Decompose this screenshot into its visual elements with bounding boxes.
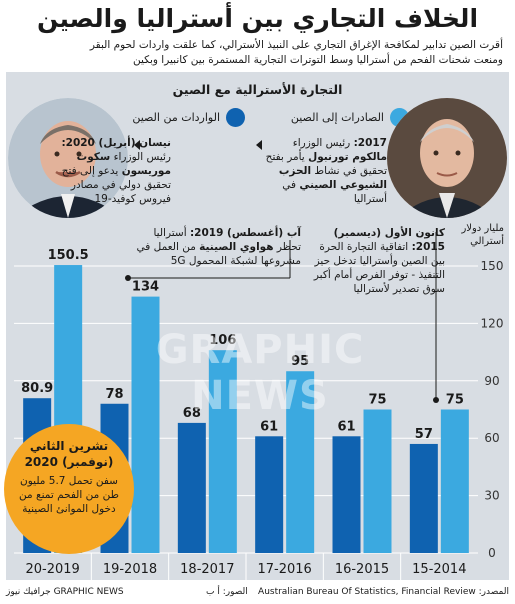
- legend-exports: الصادرات إلى الصين: [291, 106, 409, 128]
- annotation-aug-2019-company: هواوي الصينية: [199, 241, 274, 253]
- annotation-aug-2019-text2: من العمل في مشروعها لشبكة المحمول 5G: [136, 241, 301, 267]
- portrait-morrison: [8, 98, 128, 218]
- portrait-morrison-image: [8, 98, 128, 218]
- photo-credit: الصور: أ ب: [206, 587, 248, 597]
- data-label-exports: 75: [446, 393, 464, 408]
- portrait-turnbull: [387, 98, 507, 218]
- bar-imports-18-2017: [177, 422, 206, 553]
- source: المصدر: Australian Bureau Of Statistics,…: [258, 587, 509, 597]
- category-label: 20-2019: [26, 562, 80, 577]
- annotation-april-2020-text1: رئيس الوزراء: [110, 151, 171, 163]
- leader-dot-2019: [125, 275, 131, 281]
- pointer-2020: [134, 140, 140, 150]
- annotation-2017-text2: يأمر بفتح تحقيق في نشاط: [265, 151, 387, 177]
- annotation-aug-2019-text1: أستراليا تحظر: [153, 227, 301, 253]
- data-label-exports: 106: [209, 333, 236, 348]
- brand-credit: GRAPHIC NEWS جرافيك نيوز: [6, 587, 124, 597]
- legend-imports-label: الواردات من الصين: [132, 110, 220, 124]
- legend-imports-swatch: [226, 107, 245, 127]
- y-tick-label: 60: [484, 431, 499, 445]
- bar-exports-18-2017: [208, 350, 237, 553]
- y-tick-label: 150: [481, 259, 504, 273]
- data-label-exports: 134: [132, 280, 159, 295]
- category-label: 19-2018: [103, 562, 157, 577]
- bar-exports-15-2014: [440, 409, 469, 553]
- subtitle-line-2: ومنعت شحنات الفحم من أستراليا وسط التوتر…: [133, 54, 503, 66]
- annotation-nov-2020: تشرين الثاني (نوفمبر) 2020 سفن تحمل 5.7 …: [4, 424, 134, 554]
- data-label-exports: 95: [291, 354, 309, 369]
- y-tick-label: 30: [484, 489, 499, 503]
- watermark: GRAPHIC NEWS: [155, 327, 365, 419]
- annotation-april-2020-name: سكوت موريسون: [76, 151, 171, 177]
- data-label-imports: 68: [183, 406, 201, 421]
- data-label-imports: 61: [260, 419, 278, 434]
- subtitle: أقرت الصين تدابير لمكافحة الإغراق التجار…: [8, 38, 503, 68]
- subtitle-line-1: أقرت الصين تدابير لمكافحة الإغراق التجار…: [89, 39, 503, 51]
- bar-exports-19-2018: [131, 296, 160, 553]
- category-label: 15-2014: [412, 562, 466, 577]
- y-axis-label: مليار دولار أسترالي: [461, 223, 504, 247]
- y-tick-label: 90: [484, 374, 499, 388]
- data-label-imports: 80.9: [21, 381, 53, 396]
- annotation-april-2020: نيسان (أبريل) 2020: رئيس الوزراء سكوت مو…: [45, 136, 171, 206]
- annotation-aug-2019-date: آب (أغسطس) 2019:: [189, 227, 301, 239]
- source-label: المصدر:: [478, 587, 509, 597]
- annotation-aug-2019: آب (أغسطس) 2019: أستراليا تحظر هواوي الص…: [129, 226, 301, 268]
- bar-exports-16-2015: [363, 409, 392, 553]
- category-label: 17-2016: [258, 562, 312, 577]
- bar-imports-17-2016: [255, 436, 284, 553]
- portrait-turnbull-image: [387, 98, 507, 218]
- data-label-exports: 150.5: [48, 248, 89, 263]
- category-label: 18-2017: [180, 562, 234, 577]
- data-label-imports: 61: [337, 419, 355, 434]
- source-text: Australian Bureau Of Statistics, Financi…: [258, 587, 476, 597]
- annotation-april-2020-text2: يدعو إلى فتح تحقيق دولي في مصادر فيروس ك…: [61, 165, 171, 205]
- footer: المصدر: Australian Bureau Of Statistics,…: [6, 585, 509, 601]
- annotation-2017-name: مالكوم تورنبول: [308, 151, 387, 163]
- pointer-2017: [256, 140, 262, 150]
- page-title: الخلاف التجاري بين أستراليا والصين: [36, 4, 479, 33]
- annotation-2017: 2017: رئيس الوزراء مالكوم تورنبول يأمر ب…: [257, 136, 387, 206]
- bar-imports-15-2014: [409, 443, 438, 553]
- y-tick-label: 120: [481, 316, 504, 330]
- category-label: 16-2015: [335, 562, 389, 577]
- annotation-2017-text3: في أستراليا: [282, 179, 387, 205]
- annotation-nov-2020-date: تشرين الثاني (نوفمبر) 2020: [24, 439, 114, 469]
- section-title: التجارة الأسترالية مع الصين: [172, 82, 343, 97]
- annotation-2017-date: 2017:: [353, 137, 387, 149]
- annotation-nov-2020-text: سفن تحمل 5.7 مليون طن من الفحم تمنع من د…: [19, 475, 119, 515]
- annotation-dec-2015: كانون الأول (ديسمبر) 2015: اتفاقية التجا…: [310, 226, 445, 296]
- annotation-2017-text1: رئيس الوزراء: [292, 137, 354, 149]
- data-label-imports: 57: [415, 427, 433, 442]
- data-label-exports: 75: [368, 393, 386, 408]
- legend-exports-label: الصادرات إلى الصين: [290, 110, 384, 124]
- bar-imports-16-2015: [332, 436, 361, 553]
- annotation-dec-2015-text: اتفاقية التجارة الحرة بين الصين وأسترالي…: [313, 241, 445, 295]
- y-tick-label: 0: [488, 546, 496, 560]
- annotation-2017-party: الحزب الشيوعي الصيني: [278, 165, 387, 191]
- leader-dot-2015: [433, 397, 439, 403]
- bar-exports-17-2016: [286, 371, 315, 553]
- annotation-april-2020-date: نيسان (أبريل) 2020:: [61, 137, 171, 149]
- data-label-imports: 78: [105, 387, 123, 402]
- annotation-dec-2015-date: كانون الأول (ديسمبر) 2015:: [333, 227, 445, 253]
- legend-imports: الواردات من الصين: [132, 106, 245, 128]
